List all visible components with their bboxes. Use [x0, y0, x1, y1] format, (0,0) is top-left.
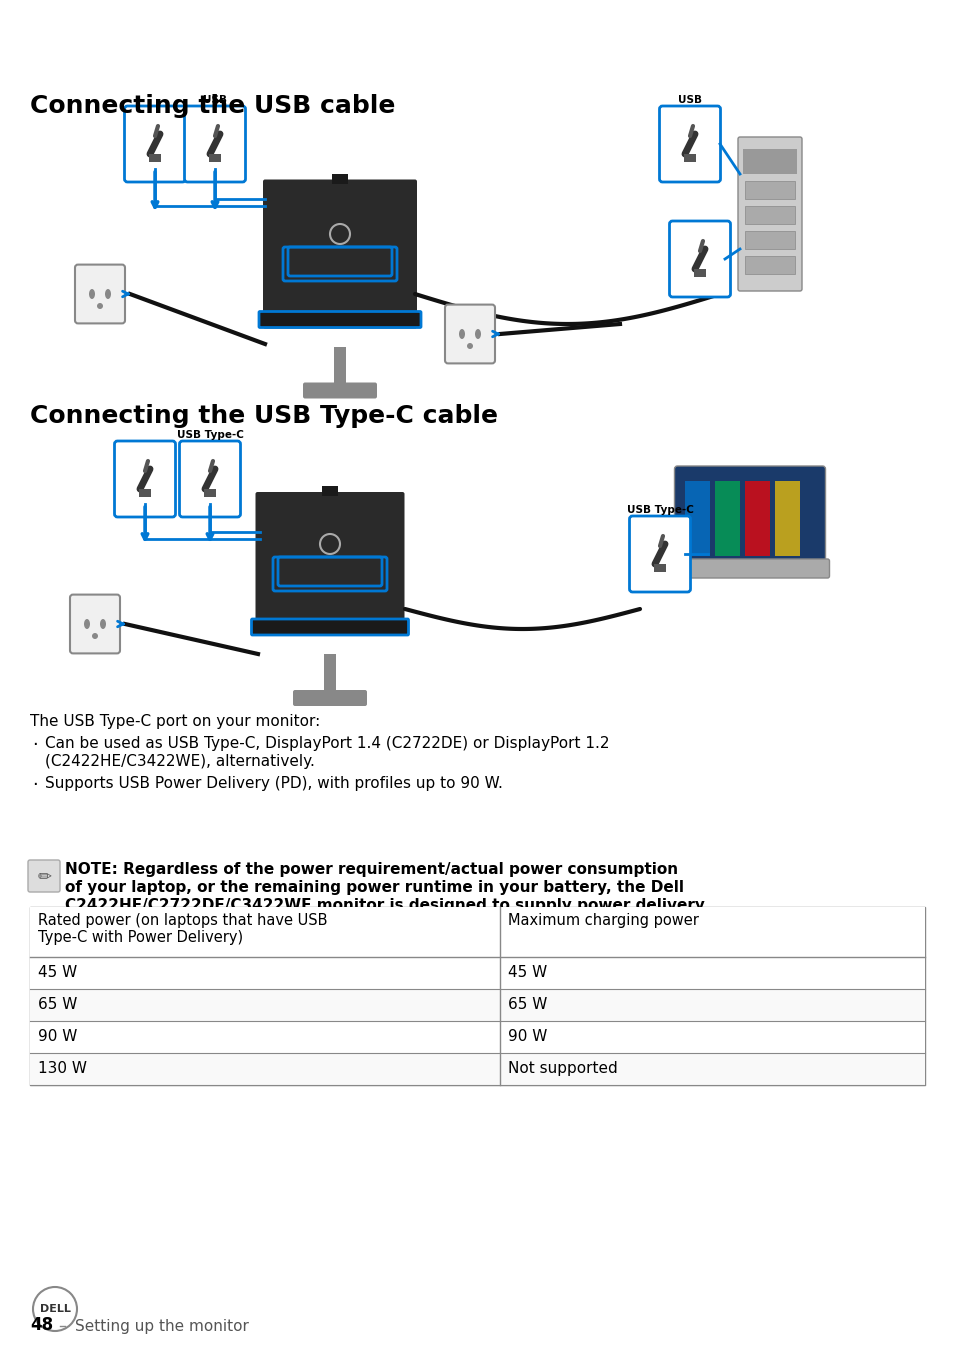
Text: Not supported: Not supported	[507, 1062, 618, 1076]
Bar	[30, 988, 924, 1021]
Text: 65 W: 65 W	[38, 997, 77, 1011]
Text: Supports USB Power Delivery (PD), with profiles up to 90 W.: Supports USB Power Delivery (PD), with p…	[45, 776, 502, 791]
Bar	[204, 489, 215, 497]
Ellipse shape	[475, 329, 480, 338]
FancyBboxPatch shape	[444, 305, 495, 363]
Circle shape	[33, 1288, 77, 1331]
Text: NOTE: Regardless of the power requirement/actual power consumption: NOTE: Regardless of the power requiremen…	[65, 862, 678, 877]
Bar	[209, 154, 221, 162]
FancyBboxPatch shape	[114, 441, 175, 517]
FancyBboxPatch shape	[184, 106, 245, 181]
Text: (C2422HE/C3422WE), alternatively.: (C2422HE/C3422WE), alternatively.	[45, 754, 314, 769]
FancyBboxPatch shape	[303, 382, 376, 398]
FancyBboxPatch shape	[293, 691, 367, 705]
Ellipse shape	[91, 634, 98, 639]
Bar	[30, 957, 924, 988]
Text: 65 W: 65 W	[507, 997, 547, 1011]
Ellipse shape	[458, 329, 464, 338]
Bar	[139, 489, 151, 497]
FancyBboxPatch shape	[125, 106, 185, 181]
Text: The USB Type-C port on your monitor:: The USB Type-C port on your monitor:	[30, 714, 320, 728]
Ellipse shape	[97, 303, 103, 309]
Text: 90 W: 90 W	[507, 1029, 547, 1044]
Bar	[775, 481, 800, 556]
Text: ·: ·	[32, 776, 38, 793]
FancyBboxPatch shape	[674, 466, 824, 567]
Bar	[30, 907, 924, 957]
FancyBboxPatch shape	[670, 559, 828, 578]
Text: Setting up the monitor: Setting up the monitor	[75, 1319, 249, 1334]
Text: 130 W: 130 W	[38, 1062, 87, 1076]
Text: USB: USB	[203, 95, 227, 106]
FancyBboxPatch shape	[28, 860, 60, 892]
Bar	[744, 481, 770, 556]
FancyBboxPatch shape	[179, 441, 240, 517]
Bar	[332, 173, 348, 184]
Bar	[30, 1021, 924, 1053]
Text: 48: 48	[30, 1316, 53, 1334]
Bar	[715, 481, 740, 556]
Bar	[742, 149, 796, 175]
FancyBboxPatch shape	[75, 264, 125, 324]
Bar	[334, 347, 346, 386]
Bar	[30, 1053, 924, 1085]
Ellipse shape	[105, 288, 111, 299]
Bar	[685, 481, 710, 556]
Bar	[744, 206, 794, 223]
FancyBboxPatch shape	[255, 492, 404, 636]
Bar	[30, 907, 924, 1085]
Ellipse shape	[100, 619, 106, 630]
Text: USB: USB	[678, 95, 701, 106]
Text: of your laptop, or the remaining power runtime in your battery, the Dell: of your laptop, or the remaining power r…	[65, 880, 683, 895]
Text: of up to 90 W to your laptop.: of up to 90 W to your laptop.	[65, 917, 314, 932]
Bar	[744, 232, 794, 249]
FancyBboxPatch shape	[629, 516, 690, 592]
Text: 45 W: 45 W	[38, 965, 77, 980]
FancyBboxPatch shape	[669, 221, 730, 297]
Text: C2422HE/C2722DE/C3422WE monitor is designed to supply power delivery: C2422HE/C2722DE/C3422WE monitor is desig…	[65, 898, 704, 913]
Bar	[693, 269, 705, 278]
Bar	[324, 654, 335, 695]
Ellipse shape	[89, 288, 95, 299]
Ellipse shape	[467, 343, 473, 349]
Text: Can be used as USB Type-C, DisplayPort 1.4 (C2722DE) or DisplayPort 1.2: Can be used as USB Type-C, DisplayPort 1…	[45, 737, 609, 751]
Bar	[654, 565, 665, 571]
Text: Connecting the USB cable: Connecting the USB cable	[30, 93, 395, 118]
Bar	[683, 154, 696, 162]
FancyBboxPatch shape	[738, 137, 801, 291]
Text: 45 W: 45 W	[507, 965, 547, 980]
Text: USB Type-C: USB Type-C	[176, 431, 243, 440]
Text: ✏: ✏	[37, 867, 51, 886]
FancyBboxPatch shape	[70, 594, 120, 654]
Text: USB Type-C: USB Type-C	[626, 505, 693, 515]
FancyBboxPatch shape	[258, 311, 420, 328]
Bar	[149, 154, 161, 162]
Text: Maximum charging power: Maximum charging power	[507, 913, 699, 927]
Text: 90 W: 90 W	[38, 1029, 77, 1044]
FancyBboxPatch shape	[252, 619, 408, 635]
FancyBboxPatch shape	[263, 180, 416, 329]
Text: Rated power (on laptops that have USB
Type-C with Power Delivery): Rated power (on laptops that have USB Ty…	[38, 913, 327, 945]
Text: ·: ·	[32, 737, 38, 754]
Text: DELL: DELL	[39, 1304, 71, 1313]
Bar	[322, 486, 337, 496]
Text: Connecting the USB Type-C cable: Connecting the USB Type-C cable	[30, 403, 497, 428]
FancyBboxPatch shape	[659, 106, 720, 181]
Bar	[30, 798, 929, 896]
Bar	[744, 256, 794, 274]
Bar	[744, 181, 794, 199]
Ellipse shape	[84, 619, 90, 630]
